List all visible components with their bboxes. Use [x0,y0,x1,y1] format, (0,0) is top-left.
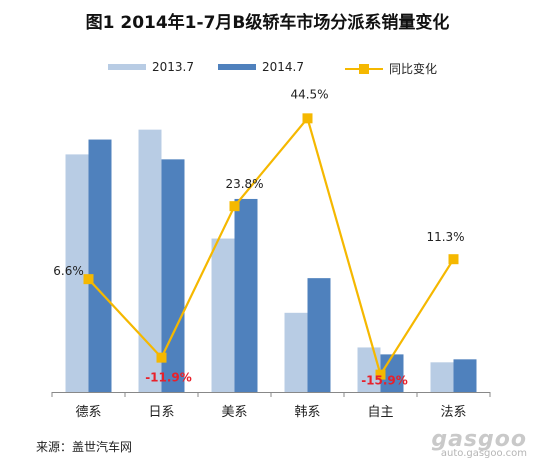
yoy-line [87,116,455,378]
bar-2013 [211,238,235,392]
yoy-data-label: 23.8% [225,177,263,191]
bar-2013 [284,312,308,392]
yoy-data-label: -15.9% [361,374,408,388]
yoy-marker [448,254,459,265]
bar-2014 [161,159,185,392]
yoy-marker [83,274,94,285]
chart-title: 图1 2014年1-7月B级轿车市场分派系销量变化 [85,13,450,33]
yoy-marker [156,352,167,363]
bar-2014 [234,198,258,392]
legend-swatch-2013 [108,64,146,70]
watermark-brand: gasgoo [431,427,527,452]
legend-item-yoy: 同比变化 [345,60,437,77]
watermark-logo: gasgoo auto.gasgoo.com [431,427,527,459]
yoy-data-label: 6.6% [53,264,84,278]
x-tick-label: 韩系 [294,405,320,420]
bar-2014 [307,278,331,392]
legend-label-2013: 2013.7 [152,60,194,74]
yoy-marker [229,201,240,212]
x-tick-label: 日系 [148,405,174,420]
bar-2013 [138,129,162,392]
yoy-data-label: 44.5% [290,87,328,101]
legend-line-marker-icon [345,63,383,74]
source-note: 来源：盖世汽车网 [36,440,133,454]
legend-item-2014: 2014.7 [218,60,304,74]
yoy-data-label: 11.3% [426,230,464,244]
x-tick-label: 法系 [440,405,466,420]
x-tick-label: 德系 [75,405,101,420]
legend-label-yoy: 同比变化 [389,62,438,76]
x-tick-label: 自主 [367,405,393,420]
bar-2013 [65,154,89,392]
legend-label-2014: 2014.7 [262,60,304,74]
legend-swatch-2014 [218,64,256,70]
bar-2014 [453,359,477,392]
x-tick-label: 美系 [221,405,247,420]
legend-item-2013: 2013.7 [108,60,194,74]
yoy-marker [302,113,313,124]
bar-2013 [430,362,454,392]
yoy-marker [375,369,386,380]
yoy-data-label: -11.9% [145,371,192,385]
bar-2013 [357,347,381,392]
watermark-url: auto.gasgoo.com [440,448,527,459]
bar-2014 [88,139,112,392]
